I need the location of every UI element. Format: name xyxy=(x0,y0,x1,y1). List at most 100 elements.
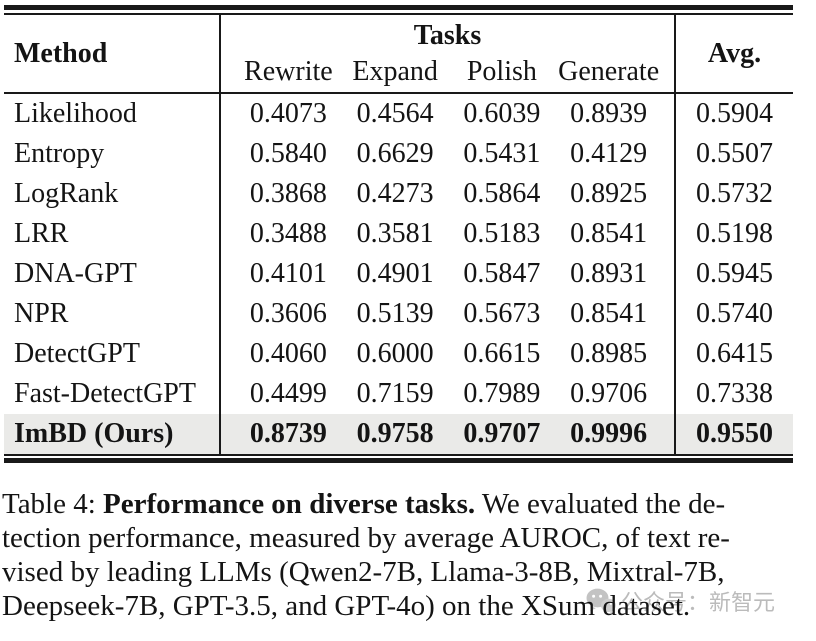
method-cell: ImBD (Ours) xyxy=(14,418,174,449)
task-values: 0.5840 0.6629 0.5431 0.4129 xyxy=(219,134,676,174)
value-cell: 0.4499 xyxy=(249,378,327,409)
table-row: ImBD (Ours) 0.8739 0.9758 0.9707 0.9996 0.955… xyxy=(4,414,793,454)
value-cell: 0.8541 xyxy=(570,218,648,249)
caption-segment: tection performance, measured by average… xyxy=(2,522,730,554)
caption-segment: We evaluated the de- xyxy=(475,488,726,520)
value-cell: 0.5139 xyxy=(356,298,434,329)
task-values: 0.4101 0.4901 0.5847 0.8931 xyxy=(219,254,676,294)
results-table: Method Tasks Rewrite Expand Polish Generate… xyxy=(4,5,793,463)
avg-cell: 0.9550 xyxy=(696,418,773,449)
value-cell: 0.9706 xyxy=(570,378,648,409)
value-cell: 0.9758 xyxy=(356,418,434,449)
value-cell: 0.6629 xyxy=(356,138,434,169)
table-row: LogRank 0.3868 0.4273 0.5864 0.8925 0.5732 xyxy=(4,174,793,214)
avg-cell: 0.5507 xyxy=(696,138,773,169)
value-cell: 0.6039 xyxy=(463,98,541,129)
value-cell: 0.5183 xyxy=(463,218,541,249)
value-cell: 0.5673 xyxy=(463,298,541,329)
table-row: DNA-GPT 0.4101 0.4901 0.5847 0.8931 0.5945 xyxy=(4,254,793,294)
task-values: 0.4060 0.6000 0.6615 0.8985 xyxy=(219,334,676,374)
value-cell: 0.5840 xyxy=(249,138,327,169)
value-cell: 0.9707 xyxy=(463,418,541,449)
avg-cell: 0.7338 xyxy=(696,378,773,409)
value-cell: 0.8985 xyxy=(570,338,648,369)
value-cell: 0.4129 xyxy=(570,138,648,169)
avg-cell: 0.6415 xyxy=(696,338,773,369)
value-cell: 0.8939 xyxy=(570,98,648,129)
method-cell: DetectGPT xyxy=(14,338,140,369)
avg-cell: 0.5904 xyxy=(696,98,773,129)
table-body: Likelihood 0.4073 0.4564 0.6039 0.8939 0.5904… xyxy=(4,94,793,454)
table-header-row: Method Tasks Rewrite Expand Polish Generate… xyxy=(4,15,793,94)
table-bottom-rule xyxy=(4,454,793,463)
value-cell: 0.4060 xyxy=(249,338,327,369)
value-cell: 0.5431 xyxy=(463,138,541,169)
table-row: Fast-DetectGPT 0.4499 0.7159 0.7989 0.9706 0.… xyxy=(4,374,793,414)
tasks-header: Tasks Rewrite Expand Polish Generate xyxy=(219,15,676,92)
caption-segment: Deepseek-7B, GPT-3.5, and GPT-4o) on the… xyxy=(2,590,691,622)
value-cell: 0.4273 xyxy=(356,178,434,209)
value-cell: 0.3868 xyxy=(249,178,327,209)
caption-line: tection performance, measured by average… xyxy=(2,521,816,555)
method-cell: Entropy xyxy=(14,138,105,169)
task-values: 0.4073 0.4564 0.6039 0.8939 xyxy=(219,94,676,134)
task-values: 0.3488 0.3581 0.5183 0.8541 xyxy=(219,214,676,254)
table-caption: Table 4: Performance on diverse tasks. W… xyxy=(2,487,816,623)
avg-header: Avg. xyxy=(707,37,762,69)
method-cell: LRR xyxy=(14,218,69,249)
method-cell: LogRank xyxy=(14,178,119,209)
table-row: Likelihood 0.4073 0.4564 0.6039 0.8939 0.5904 xyxy=(4,94,793,134)
watermark-text: 公众号：新智元 xyxy=(621,590,776,615)
value-cell: 0.7989 xyxy=(463,378,541,409)
value-cell: 0.6000 xyxy=(356,338,434,369)
caption-line: Deepseek-7B, GPT-3.5, and GPT-4o) on the… xyxy=(2,589,816,623)
tasks-group-label: Tasks xyxy=(413,20,482,51)
value-cell: 0.8541 xyxy=(570,298,648,329)
value-cell: 0.7159 xyxy=(356,378,434,409)
task-column-headers: Rewrite Expand Polish Generate xyxy=(221,51,674,92)
table-top-rule xyxy=(4,5,793,15)
table-row: Entropy 0.5840 0.6629 0.5431 0.4129 0.5507 xyxy=(4,134,793,174)
avg-cell: 0.5945 xyxy=(696,258,773,289)
caption-line: Table 4: Performance on diverse tasks. W… xyxy=(2,487,816,521)
method-cell: NPR xyxy=(14,298,69,329)
value-cell: 0.3581 xyxy=(356,218,434,249)
value-cell: 0.8931 xyxy=(570,258,648,289)
method-cell: Fast-DetectGPT xyxy=(14,378,196,409)
caption-segment: vised by leading LLMs (Qwen2-7B, Llama-3… xyxy=(2,556,725,588)
task-column-header-expand: Expand xyxy=(352,55,438,87)
value-cell: 0.8925 xyxy=(570,178,648,209)
value-cell: 0.5864 xyxy=(463,178,541,209)
caption-line: vised by leading LLMs (Qwen2-7B, Llama-3… xyxy=(2,555,816,589)
avg-cell: 0.5740 xyxy=(696,298,773,329)
table-row: LRR 0.3488 0.3581 0.5183 0.8541 0.5198 xyxy=(4,214,793,254)
avg-cell: 0.5732 xyxy=(696,178,773,209)
value-cell: 0.3606 xyxy=(249,298,327,329)
value-cell: 0.6615 xyxy=(463,338,541,369)
caption-segment: Performance on diverse tasks. xyxy=(103,488,476,520)
task-values: 0.4499 0.7159 0.7989 0.9706 xyxy=(219,374,676,414)
value-cell: 0.4101 xyxy=(249,258,327,289)
avg-cell: 0.5198 xyxy=(696,218,773,249)
wechat-icon xyxy=(586,588,616,614)
value-cell: 0.4564 xyxy=(356,98,434,129)
value-cell: 0.9996 xyxy=(570,418,648,449)
caption-segment: Table 4: xyxy=(2,488,104,520)
method-cell: DNA-GPT xyxy=(14,258,137,289)
task-values: 0.3868 0.4273 0.5864 0.8925 xyxy=(219,174,676,214)
task-column-header-polish: Polish xyxy=(466,55,537,87)
value-cell: 0.3488 xyxy=(249,218,327,249)
task-column-header-generate: Generate xyxy=(558,55,660,87)
task-values: 0.8739 0.9758 0.9707 0.9996 xyxy=(219,414,676,454)
table-row: NPR 0.3606 0.5139 0.5673 0.8541 0.5740 xyxy=(4,294,793,334)
table-row: DetectGPT 0.4060 0.6000 0.6615 0.8985 0.6415 xyxy=(4,334,793,374)
method-header: Method xyxy=(14,37,108,69)
task-column-header-rewrite: Rewrite xyxy=(244,55,333,87)
watermark: 公众号：新智元 xyxy=(586,585,775,617)
value-cell: 0.4901 xyxy=(356,258,434,289)
method-cell: Likelihood xyxy=(14,98,137,129)
value-cell: 0.5847 xyxy=(463,258,541,289)
value-cell: 0.8739 xyxy=(249,418,327,449)
value-cell: 0.4073 xyxy=(249,98,327,129)
task-values: 0.3606 0.5139 0.5673 0.8541 xyxy=(219,294,676,334)
